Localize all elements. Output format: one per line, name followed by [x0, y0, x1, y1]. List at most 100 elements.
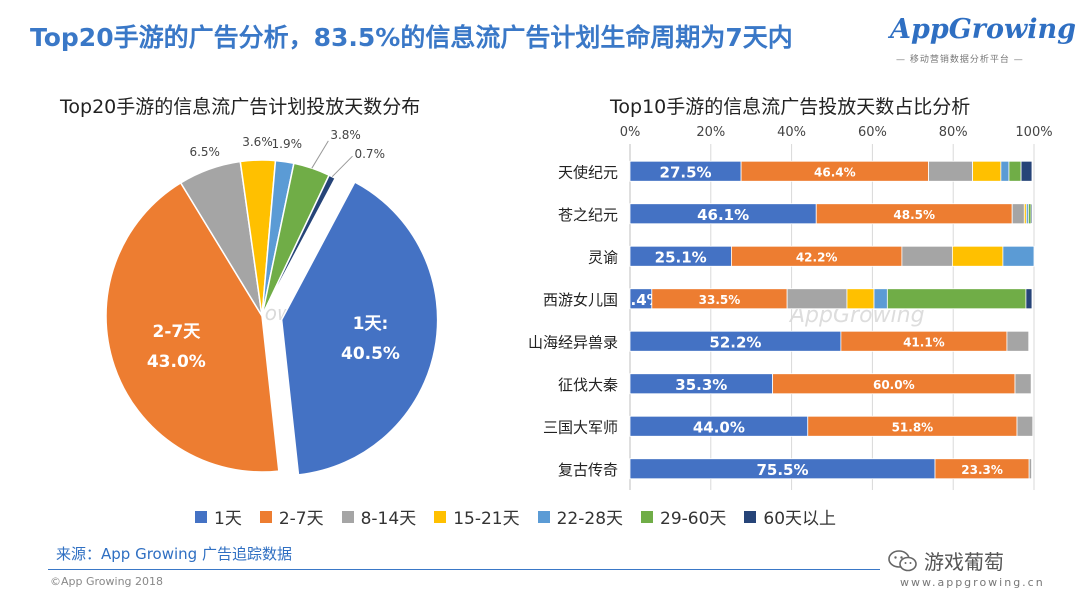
- category-label: 山海经异兽录: [528, 333, 618, 351]
- bar-segment: [786, 288, 848, 310]
- bar-segment: [1014, 373, 1032, 395]
- data-source-note: 来源：App Growing 广告追踪数据: [56, 545, 292, 563]
- bar-segment: [1023, 203, 1027, 225]
- bar-segment: [807, 415, 1018, 437]
- bar-segment: [629, 160, 742, 182]
- bar-segment: [1011, 203, 1025, 225]
- category-label: 三国大军师: [543, 418, 618, 436]
- bar-segment: [1000, 160, 1010, 182]
- bar-segment: [629, 330, 842, 352]
- bar-segment: [886, 288, 1027, 310]
- legend-item: 8-14天: [341, 504, 417, 529]
- bar-segment: [840, 330, 1008, 352]
- category-label: 复古传奇: [558, 461, 618, 479]
- category-label: 征伐大秦: [558, 376, 618, 394]
- category-label: 西游女儿国: [543, 291, 618, 309]
- pie-slice-label: 0.7%: [354, 147, 385, 161]
- legend-item: 2-7天: [259, 504, 324, 529]
- chart-legend: 1天 2-7天 8-14天 15-21天 22-28天 29-60天 60天以上: [195, 504, 836, 529]
- bar-segment: [629, 288, 653, 310]
- pie-chart-title: Top20手游的信息流广告计划投放天数分布: [60, 96, 421, 118]
- bar-value-label: 41.1%: [903, 335, 945, 349]
- legend-swatch: [744, 510, 757, 523]
- pie-slice: [239, 159, 277, 317]
- pie-slice: [105, 181, 280, 473]
- legend-label: 29-60天: [660, 509, 727, 529]
- pie-slice: [261, 162, 331, 317]
- brand-name: AppGrowing: [890, 14, 1077, 45]
- bar-segment: [928, 160, 973, 182]
- bar-segment: [1027, 203, 1032, 225]
- bar-segment: [1030, 203, 1033, 225]
- bar-value-label: 46.1%: [697, 206, 749, 224]
- website-url: www.appgrowing.cn: [900, 576, 1045, 589]
- brand-logo: AppGrowing — 移动营销数据分析平台 —: [890, 14, 1076, 70]
- bar-segment: [951, 245, 1004, 267]
- legend-label: 8-14天: [360, 509, 417, 529]
- bar-value-label: 35.3%: [675, 376, 727, 394]
- legend-swatch: [641, 510, 654, 523]
- legend-item: 29-60天: [641, 504, 726, 529]
- bar-segment: [873, 288, 888, 310]
- legend-item: 1天: [195, 504, 242, 529]
- x-tick-label: 60%: [858, 125, 887, 140]
- bar-segment: [1025, 288, 1033, 310]
- bar-chart-title: Top10手游的信息流广告投放天数占比分析: [610, 96, 971, 118]
- category-label: 灵谕: [588, 248, 618, 266]
- bar-segment: [629, 203, 817, 225]
- legend-label: 2-7天: [278, 509, 324, 529]
- wechat-account: 游戏葡萄: [888, 546, 1004, 575]
- bar-segment: [1025, 203, 1029, 225]
- bar-value-label: 44.0%: [693, 418, 745, 436]
- bar-watermark: AppGrowing: [788, 303, 925, 328]
- bar-segment: [629, 373, 774, 395]
- legend-item: 22-28天: [537, 504, 623, 529]
- bar-segment: [772, 373, 1016, 395]
- bar-segment: [901, 245, 953, 267]
- brand-tagline: — 移动营销数据分析平台 —: [896, 55, 1024, 65]
- bar-segment: [1008, 160, 1022, 182]
- x-tick-label: 20%: [696, 125, 725, 140]
- pie-slice-label: 1天:: [353, 314, 389, 334]
- legend-label: 60天以上: [763, 509, 837, 529]
- page-title: Top20手游的广告分析，83.5%的信息流广告计划生命周期为7天内: [30, 23, 793, 52]
- footer-divider: [48, 569, 880, 570]
- legend-item: 60天以上: [744, 504, 836, 529]
- bar-value-label: 42.2%: [796, 250, 838, 264]
- x-tick-label: 40%: [777, 125, 806, 140]
- bar-segment: [972, 160, 1002, 182]
- legend-swatch: [537, 510, 550, 523]
- bar-segment: [1028, 458, 1032, 480]
- bar-segment: [934, 458, 1030, 480]
- pie-slice-label: 1.9%: [272, 137, 303, 151]
- category-label: 苍之纪元: [558, 206, 618, 224]
- pie-slice-label: 40.5%: [341, 344, 400, 364]
- bar-segment: [1006, 330, 1030, 352]
- bar-value-label: 48.5%: [893, 208, 935, 222]
- pie-slice-label: 3.6%: [242, 135, 273, 149]
- bar-value-label: 75.5%: [756, 461, 808, 479]
- pie-slice-label: 6.5%: [189, 145, 220, 159]
- legend-swatch: [195, 510, 207, 523]
- bar-value-label: 27.5%: [660, 163, 712, 181]
- bar-segment: [629, 245, 732, 267]
- pie-slice-label: 43.0%: [147, 352, 206, 372]
- bar-segment: [740, 160, 929, 182]
- copyright-text: ©App Growing 2018: [50, 575, 164, 588]
- wechat-name: 游戏葡萄: [924, 550, 1004, 574]
- bar-segment: [1016, 415, 1034, 437]
- bar-value-label: 60.0%: [873, 378, 915, 392]
- bar-segment: [815, 203, 1013, 225]
- pie-slice: [261, 159, 295, 317]
- pie-slice-label: 2-7天: [152, 322, 201, 342]
- bar-segment: [1020, 160, 1033, 182]
- bar-segment: [651, 288, 788, 310]
- bar-segment: [629, 458, 936, 480]
- x-tick-label: 100%: [1015, 125, 1052, 140]
- bar-value-label: 46.4%: [814, 165, 856, 179]
- pie-slice: [179, 160, 263, 317]
- x-tick-label: 0%: [620, 125, 641, 140]
- legend-label: 1天: [214, 509, 242, 529]
- pie-watermark: AppGrowing: [200, 301, 324, 325]
- pie-slice: [261, 174, 337, 317]
